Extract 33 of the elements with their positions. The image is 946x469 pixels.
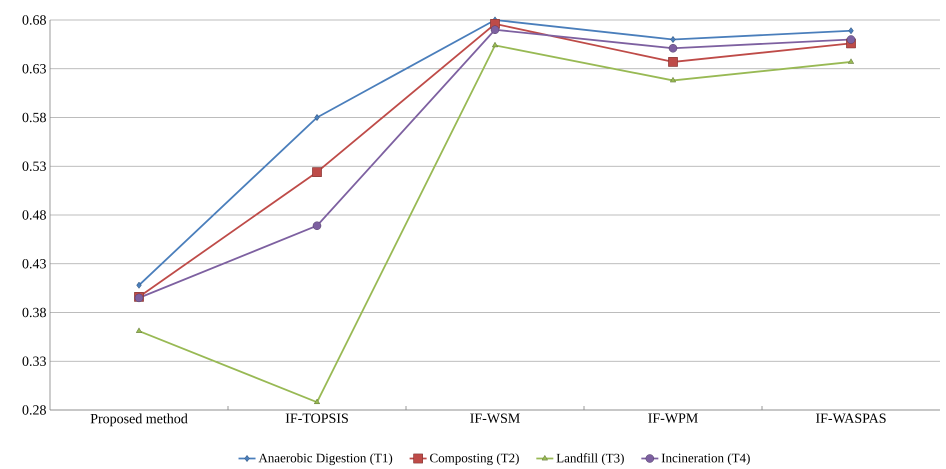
y-tick-label: 0.43 — [22, 258, 46, 269]
point — [848, 58, 854, 64]
point — [136, 328, 142, 333]
point — [492, 42, 498, 48]
point — [312, 221, 322, 230]
point — [670, 36, 676, 43]
legend-label: Composting (T2) — [430, 453, 519, 466]
y-tick-label: 0.63 — [22, 64, 46, 74]
point — [312, 167, 322, 177]
y-tick-label: 0.38 — [22, 308, 46, 318]
point — [136, 282, 142, 289]
y-tick-label: 0.53 — [22, 161, 46, 172]
y-tick-label: 0.68 — [22, 15, 46, 25]
point — [846, 35, 856, 44]
point — [490, 25, 500, 34]
legend-label: Incineration (T4) — [662, 453, 750, 466]
x-tick-label: IF-WPM — [648, 414, 698, 423]
point — [668, 57, 678, 67]
x-tick-label: Proposed method — [90, 414, 188, 426]
y-tick-label: 0.28 — [22, 405, 46, 415]
x-tick-label: IF-TOPSIS — [286, 414, 348, 423]
point — [314, 114, 320, 121]
x-tick-label: IF-WASPAS — [816, 414, 886, 424]
point — [670, 76, 676, 82]
y-tick-label: 0.58 — [22, 112, 46, 122]
legend-label: Anaerobic Digestion (T1) — [258, 453, 392, 466]
y-tick-label: 0.48 — [22, 210, 46, 220]
legend-label: Landfill (T3) — [556, 453, 624, 466]
x-tick-label: IF-WSM — [470, 414, 520, 424]
point — [668, 44, 678, 53]
y-tick-label: 0.33 — [22, 356, 46, 366]
point — [314, 398, 320, 404]
point — [848, 27, 854, 34]
